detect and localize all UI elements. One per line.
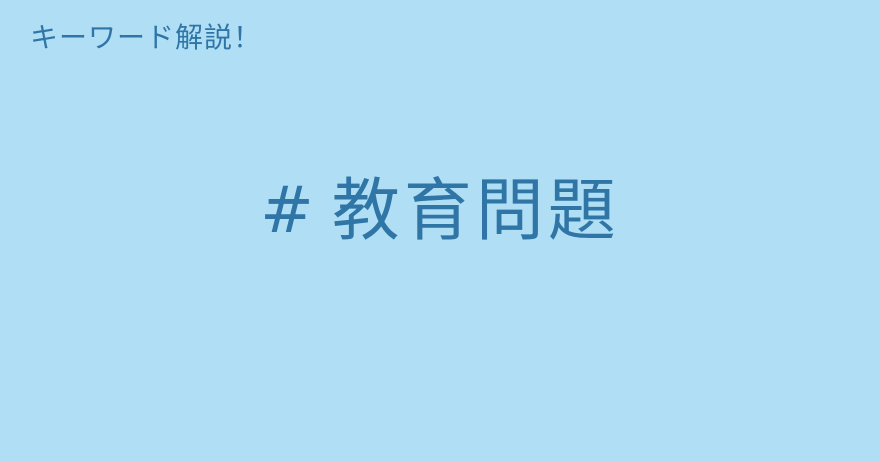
keyword-term: 教育問題 <box>331 172 620 251</box>
keyword-heading: # 教育問題 <box>0 168 880 257</box>
hash-symbol: # <box>260 174 318 248</box>
header-label: キーワード解説！ <box>30 21 263 54</box>
